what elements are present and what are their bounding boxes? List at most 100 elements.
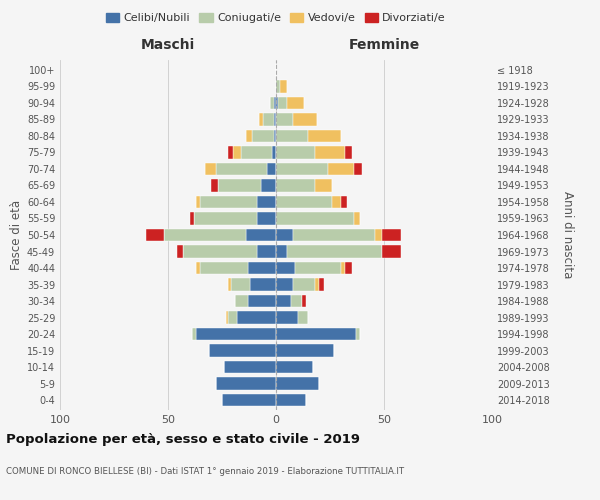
- Bar: [293, 278, 315, 290]
- Bar: [200, 196, 257, 208]
- Bar: [252, 130, 274, 142]
- Bar: [276, 212, 354, 224]
- Bar: [230, 278, 250, 290]
- Bar: [315, 278, 319, 290]
- Text: Femmine: Femmine: [349, 38, 419, 52]
- Bar: [280, 80, 287, 92]
- Bar: [354, 163, 362, 175]
- Bar: [257, 196, 276, 208]
- Bar: [276, 163, 328, 175]
- Bar: [205, 163, 215, 175]
- Bar: [215, 378, 276, 390]
- Bar: [183, 246, 257, 258]
- Bar: [209, 344, 276, 357]
- Text: Maschi: Maschi: [141, 38, 195, 52]
- Bar: [196, 328, 276, 340]
- Bar: [196, 196, 200, 208]
- Text: COMUNE DI RONCO BIELLESE (BI) - Dati ISTAT 1° gennaio 2019 - Elaborazione TUTTIT: COMUNE DI RONCO BIELLESE (BI) - Dati IST…: [6, 468, 404, 476]
- Legend: Celibi/Nubili, Coniugati/e, Vedovi/e, Divorziati/e: Celibi/Nubili, Coniugati/e, Vedovi/e, Di…: [101, 8, 451, 28]
- Bar: [257, 212, 276, 224]
- Bar: [194, 212, 257, 224]
- Bar: [190, 212, 194, 224]
- Bar: [222, 394, 276, 406]
- Bar: [354, 212, 360, 224]
- Bar: [276, 196, 332, 208]
- Bar: [308, 130, 341, 142]
- Bar: [328, 163, 354, 175]
- Bar: [246, 130, 252, 142]
- Bar: [276, 312, 298, 324]
- Bar: [248, 262, 276, 274]
- Bar: [315, 146, 345, 158]
- Bar: [192, 328, 196, 340]
- Bar: [298, 312, 308, 324]
- Bar: [356, 328, 360, 340]
- Bar: [246, 229, 276, 241]
- Bar: [176, 246, 183, 258]
- Bar: [382, 229, 401, 241]
- Bar: [200, 262, 248, 274]
- Bar: [276, 80, 280, 92]
- Bar: [233, 146, 241, 158]
- Bar: [276, 246, 287, 258]
- Bar: [276, 378, 319, 390]
- Bar: [276, 96, 278, 109]
- Bar: [215, 163, 268, 175]
- Bar: [241, 146, 272, 158]
- Bar: [276, 229, 293, 241]
- Y-axis label: Anni di nascita: Anni di nascita: [561, 192, 574, 278]
- Bar: [274, 130, 276, 142]
- Bar: [345, 262, 352, 274]
- Bar: [315, 180, 332, 192]
- Bar: [382, 246, 401, 258]
- Bar: [229, 146, 233, 158]
- Bar: [276, 328, 356, 340]
- Bar: [196, 262, 200, 274]
- Bar: [276, 130, 308, 142]
- Bar: [259, 113, 263, 126]
- Bar: [276, 361, 313, 374]
- Bar: [268, 163, 276, 175]
- Bar: [229, 278, 230, 290]
- Bar: [276, 295, 291, 307]
- Bar: [229, 312, 237, 324]
- Bar: [274, 96, 276, 109]
- Bar: [248, 295, 276, 307]
- Bar: [261, 180, 276, 192]
- Bar: [319, 278, 323, 290]
- Bar: [276, 278, 293, 290]
- Bar: [269, 96, 274, 109]
- Bar: [250, 278, 276, 290]
- Bar: [341, 196, 347, 208]
- Bar: [237, 312, 276, 324]
- Bar: [276, 146, 315, 158]
- Y-axis label: Fasce di età: Fasce di età: [10, 200, 23, 270]
- Bar: [257, 246, 276, 258]
- Bar: [276, 344, 334, 357]
- Bar: [276, 394, 306, 406]
- Bar: [235, 295, 248, 307]
- Bar: [278, 96, 287, 109]
- Bar: [276, 113, 293, 126]
- Bar: [295, 262, 341, 274]
- Bar: [291, 295, 302, 307]
- Bar: [287, 246, 382, 258]
- Bar: [224, 361, 276, 374]
- Bar: [341, 262, 345, 274]
- Bar: [218, 180, 261, 192]
- Bar: [276, 180, 315, 192]
- Bar: [272, 146, 276, 158]
- Bar: [164, 229, 246, 241]
- Bar: [332, 196, 341, 208]
- Bar: [226, 312, 229, 324]
- Bar: [287, 96, 304, 109]
- Bar: [293, 229, 376, 241]
- Bar: [293, 113, 317, 126]
- Bar: [146, 229, 164, 241]
- Text: Popolazione per età, sesso e stato civile - 2019: Popolazione per età, sesso e stato civil…: [6, 432, 360, 446]
- Bar: [276, 262, 295, 274]
- Bar: [376, 229, 382, 241]
- Bar: [211, 180, 218, 192]
- Bar: [302, 295, 306, 307]
- Bar: [263, 113, 274, 126]
